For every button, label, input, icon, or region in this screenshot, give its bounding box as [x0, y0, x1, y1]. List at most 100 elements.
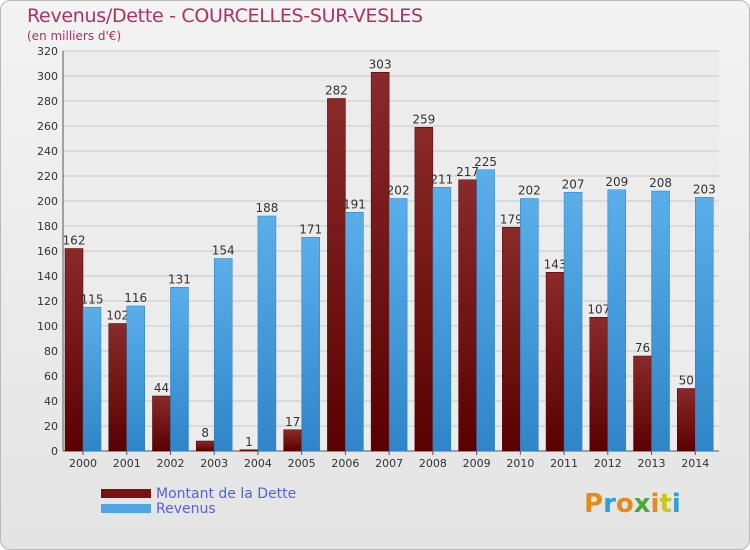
- data-label-dette: 217: [456, 165, 479, 179]
- y-tick-label: 140: [37, 270, 58, 283]
- bar-revenus: [520, 198, 539, 452]
- x-tick-label: 2010: [506, 457, 534, 470]
- data-label-revenus: 209: [605, 175, 628, 189]
- data-label-dette: 8: [201, 426, 209, 440]
- data-label-revenus: 115: [81, 292, 104, 306]
- bar-revenus: [388, 198, 408, 452]
- y-tick-label: 180: [37, 220, 58, 233]
- bar-revenus: [607, 189, 627, 452]
- y-tick-label: 0: [51, 445, 58, 458]
- y-tick-label: 120: [37, 295, 58, 308]
- data-label-revenus: 191: [343, 197, 366, 211]
- x-tick-label: 2005: [288, 457, 316, 470]
- chart-subtitle: (en milliers d'€): [27, 29, 122, 43]
- bar-dette: [589, 317, 609, 452]
- data-label-dette: 17: [285, 415, 300, 429]
- x-tick-label: 2013: [638, 457, 666, 470]
- data-label-revenus: 211: [430, 172, 453, 186]
- bar-dette: [545, 272, 565, 452]
- bar-revenus: [476, 169, 495, 452]
- data-label-revenus: 202: [518, 184, 541, 198]
- y-tick-label: 260: [37, 120, 58, 133]
- bar-dette: [64, 248, 84, 452]
- bar-revenus: [126, 305, 145, 452]
- legend: Montant de la Dette Revenus: [101, 486, 296, 517]
- x-tick-label: 2001: [113, 457, 141, 470]
- bar-revenus: [170, 287, 189, 452]
- x-tick-label: 2004: [244, 457, 272, 470]
- bar-dette: [633, 355, 652, 452]
- bar-dette: [283, 429, 302, 452]
- x-tick-label: 2014: [681, 457, 709, 470]
- data-label-dette: 50: [679, 374, 694, 388]
- bar-dette: [152, 395, 171, 452]
- data-label-dette: 107: [587, 302, 610, 316]
- bar-dette: [195, 440, 215, 452]
- bar-dette: [370, 72, 390, 452]
- logo-letter: i: [650, 489, 660, 519]
- x-tick-label: 2012: [594, 457, 622, 470]
- bar-revenus: [651, 190, 670, 452]
- bar-dette: [239, 449, 259, 452]
- y-tick-label: 40: [44, 395, 58, 408]
- legend-item-dette: Montant de la Dette: [101, 486, 296, 502]
- data-label-dette: 259: [412, 112, 435, 126]
- legend-swatch-revenus: [101, 504, 151, 513]
- bar-dette: [502, 227, 521, 452]
- x-tick-label: 2007: [375, 457, 403, 470]
- logo-letter: r: [603, 489, 616, 519]
- y-tick-label: 220: [37, 170, 58, 183]
- x-tick-label: 2006: [331, 457, 359, 470]
- x-tick-label: 2009: [463, 457, 491, 470]
- logo-letter: t: [659, 489, 672, 519]
- y-tick-label: 20: [44, 420, 58, 433]
- x-tick-label: 2011: [550, 457, 578, 470]
- data-label-revenus: 171: [299, 222, 322, 236]
- bar-revenus: [432, 187, 452, 452]
- data-label-revenus: 203: [693, 182, 716, 196]
- proxiti-logo: Proxiti: [584, 489, 681, 519]
- logo-letter: P: [584, 489, 604, 519]
- y-tick-label: 160: [37, 245, 58, 258]
- y-tick-label: 200: [37, 195, 58, 208]
- logo-letter: o: [615, 489, 634, 519]
- legend-swatch-dette: [101, 489, 151, 498]
- data-label-revenus: 225: [474, 155, 497, 169]
- x-tick-label: 2008: [419, 457, 447, 470]
- legend-label-revenus: Revenus: [156, 500, 216, 517]
- logo-letter: i: [671, 489, 681, 519]
- y-tick-label: 100: [37, 320, 58, 333]
- bar-dette: [327, 98, 346, 452]
- chart-title: Revenus/Dette - COURCELLES-SUR-VESLES: [27, 5, 423, 27]
- legend-item-revenus: Revenus: [101, 500, 296, 517]
- data-label-revenus: 131: [168, 272, 191, 286]
- data-label-revenus: 208: [649, 176, 672, 190]
- x-tick-label: 2000: [69, 457, 97, 470]
- data-label-revenus: 207: [562, 177, 585, 191]
- y-tick-label: 60: [44, 370, 58, 383]
- data-label-dette: 162: [63, 234, 86, 248]
- data-label-revenus: 188: [255, 201, 278, 215]
- y-tick-label: 280: [37, 95, 58, 108]
- y-tick-label: 80: [44, 345, 58, 358]
- bar-revenus: [695, 197, 714, 452]
- data-label-dette: 282: [325, 84, 348, 98]
- bar-revenus: [213, 258, 233, 452]
- bar-revenus: [345, 212, 364, 452]
- bar-revenus: [257, 215, 277, 452]
- data-label-revenus: 116: [124, 291, 147, 305]
- data-label-dette: 303: [369, 57, 392, 71]
- data-label-dette: 179: [500, 212, 523, 226]
- bar-dette: [677, 388, 696, 452]
- data-label-dette: 76: [635, 341, 650, 355]
- bar-revenus: [563, 192, 583, 452]
- data-label-revenus: 154: [212, 244, 235, 258]
- bar-revenus: [82, 307, 102, 452]
- data-label-dette: 1: [245, 435, 253, 449]
- x-tick-label: 2003: [200, 457, 228, 470]
- logo-letter: x: [633, 489, 651, 519]
- x-tick-label: 2002: [156, 457, 184, 470]
- y-tick-label: 320: [37, 45, 58, 58]
